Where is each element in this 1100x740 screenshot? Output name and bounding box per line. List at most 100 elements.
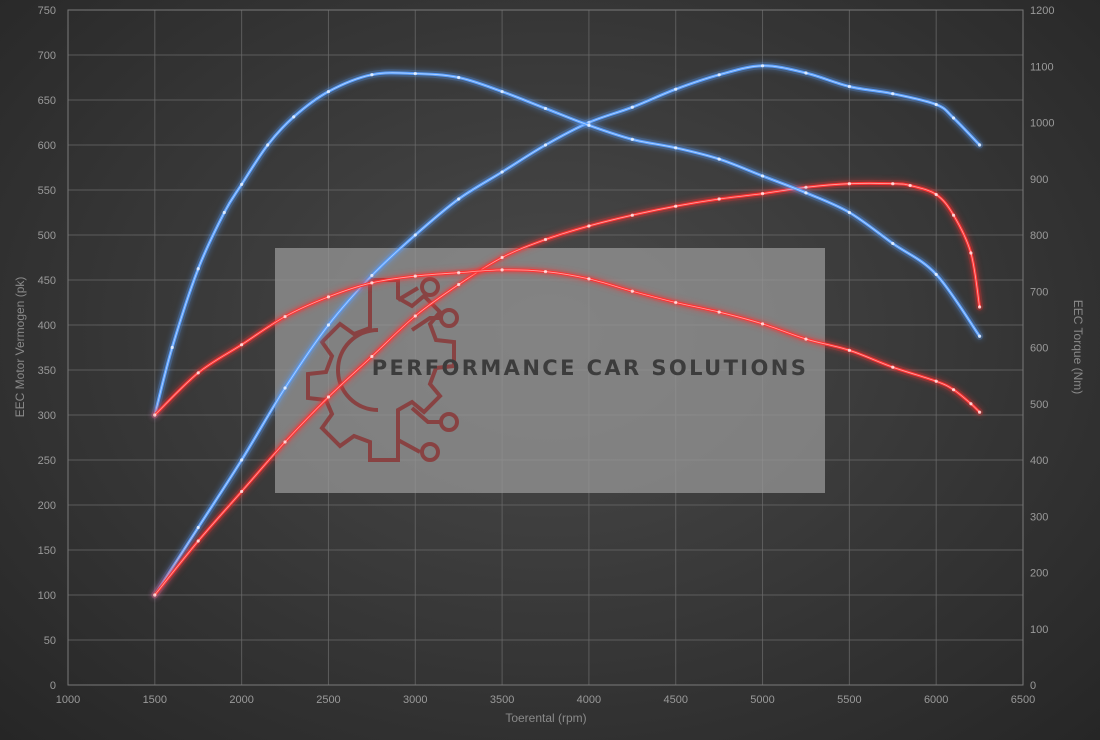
watermark-text: PERFORMANCE CAR SOLUTIONS [372,356,809,380]
series-3-point [153,413,157,417]
y2-axis-title: EEC Torque (Nm) [1071,300,1085,394]
x-tick-label: 3500 [490,694,514,706]
x-tick-label: 1500 [143,694,167,706]
series-2-point [292,115,296,119]
series-3-point [630,289,634,293]
series-3-point [674,300,678,305]
x-tick-label: 5500 [837,694,861,706]
y-tick-label: 200 [38,500,56,512]
series-1-point [153,593,157,597]
series-3-point [283,314,287,319]
series-1-point [500,255,504,260]
series-3-point [370,281,374,285]
series-1-point [413,314,417,318]
x-tick-label: 2000 [229,694,253,706]
watermark-panel [275,248,825,493]
series-2-point [170,345,174,350]
y2-tick-label: 600 [1030,343,1048,355]
series-0-point [891,92,895,96]
series-3-point [977,410,982,414]
series-3-point [543,269,548,274]
y2-tick-label: 100 [1030,624,1048,636]
y2-tick-label: 0 [1030,680,1036,692]
series-2-point [891,241,895,246]
series-2-point [977,334,982,338]
y2-tick-label: 300 [1030,511,1048,523]
x-tick-label: 4000 [577,694,601,706]
y-axis-title: EEC Motor Vermogen (pk) [13,277,27,418]
series-2-point [413,71,417,76]
y2-tick-label: 700 [1030,286,1048,298]
series-1-point [804,185,808,189]
series-3-group [151,266,984,419]
y-tick-label: 400 [38,320,56,332]
series-2-point [587,123,591,127]
y-tick-label: 750 [38,5,56,17]
series-1-point [760,192,765,196]
series-3-highlight [154,269,980,416]
series-1-point [587,224,591,228]
series-2-point [847,210,851,215]
series-1-point [674,204,678,208]
x-tick-label: 6000 [924,694,948,706]
series-3-point [326,295,331,299]
y2-tick-label: 1000 [1030,118,1054,130]
y-tick-label: 350 [38,365,56,377]
y-tick-label: 150 [38,545,56,557]
series-1-point [951,213,956,217]
series-2-point [457,75,461,80]
series-1-point [717,197,721,201]
series-1-point [196,539,200,543]
series-1-group [151,179,984,599]
x-tick-label: 6500 [1011,694,1035,706]
series-1-point [847,182,851,186]
series-2-point [240,182,244,186]
x-tick-label: 4500 [663,694,687,706]
y2-tick-label: 1100 [1030,61,1054,73]
y-tick-label: 100 [38,590,56,602]
series-0-point [951,116,956,120]
series-1-point [969,251,973,255]
x-axis-title: Toerental (rpm) [505,711,586,725]
x-tick-label: 3000 [403,694,427,706]
series-3-point [934,379,938,383]
series-0-point [543,143,548,147]
y2-tick-label: 200 [1030,568,1048,580]
y-tick-label: 500 [38,230,56,242]
series-1-point [370,354,374,359]
y2-tick-label: 800 [1030,230,1048,242]
y-tick-label: 50 [44,635,56,647]
series-2-point [674,146,678,150]
series-3-point [847,348,851,352]
y-tick-label: 450 [38,275,56,287]
series-3-point [760,322,765,326]
y-tick-label: 250 [38,455,56,467]
series-0-point [717,73,721,77]
y-tick-label: 650 [38,95,56,107]
series-3-point [951,388,956,392]
series-0-point [674,87,678,91]
series-2-point [326,89,331,94]
series-2-point [222,210,226,215]
series-0-point [847,84,851,89]
series-0-point [457,197,461,201]
series-2-point [934,272,938,276]
series-0-point [934,102,938,107]
gear-circuit-logo-icon [306,277,459,462]
series-2-point [760,174,765,178]
y2-tick-label: 500 [1030,399,1048,411]
y2-tick-label: 400 [1030,455,1048,467]
series-0-point [196,525,200,530]
series-0-point [804,71,808,75]
y-tick-label: 600 [38,140,56,152]
series-3-point [891,365,895,369]
series-1-point [457,282,461,287]
series-0-group [151,62,984,599]
series-1-point [908,183,912,188]
y-tick-label: 300 [38,410,56,422]
series-1-highlight [154,182,980,596]
y-tick-label: 550 [38,185,56,197]
series-3-point [240,343,244,347]
x-tick-label: 5000 [750,694,774,706]
